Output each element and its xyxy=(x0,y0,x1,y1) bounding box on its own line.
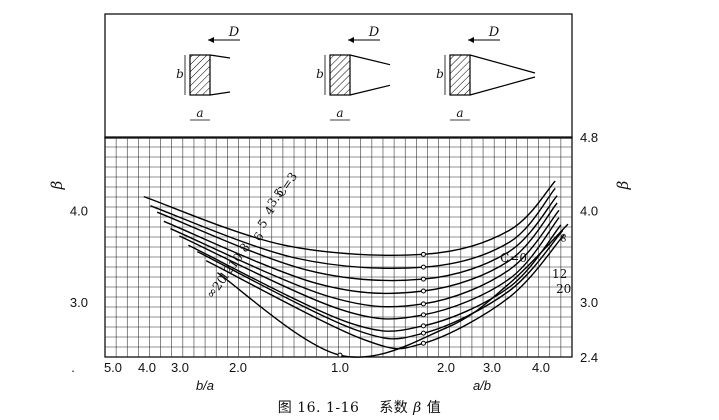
y-tick-right: 2.4 xyxy=(580,350,598,365)
y-tick-left: 3.0 xyxy=(70,295,88,310)
curve-c-8 xyxy=(179,217,560,320)
caption-symbol: β xyxy=(413,400,422,416)
y-tick-right: 4.8 xyxy=(580,130,598,145)
x-tick-dot: . xyxy=(71,360,75,375)
curve-c-3.5 xyxy=(150,187,556,269)
curve-label-right: 12 xyxy=(552,267,567,281)
curve-c-4 xyxy=(156,195,558,282)
label-b: b xyxy=(316,67,324,81)
curve-label-right: 20 xyxy=(556,282,571,296)
curve-c-5 xyxy=(163,202,558,295)
x-tick-b-over-a: 5.0 xyxy=(104,360,122,375)
caption-suffix: 值 xyxy=(426,400,442,416)
load-arrow-head xyxy=(208,37,214,43)
x-tick-b-over-a: 2.0 xyxy=(229,360,247,375)
curve-label-left: 5 xyxy=(255,217,271,231)
y-tick-right: 4.0 xyxy=(580,203,598,218)
curve-c-12 xyxy=(196,230,564,340)
x-tick-a-over-b: 3.0 xyxy=(483,360,501,375)
x-tick-b-over-a: 1.0 xyxy=(331,360,349,375)
curve-min-point xyxy=(420,276,426,282)
chart-curves xyxy=(143,180,569,358)
curve-c-∞ xyxy=(217,223,569,358)
x-axis-label-left: b/a xyxy=(196,378,214,393)
curve-min-point xyxy=(337,352,343,358)
curve-c-3 xyxy=(143,180,556,256)
load-arrow-head xyxy=(468,37,474,43)
label-b: b xyxy=(436,67,444,81)
caption-prefix: 图 16. 1-16 xyxy=(277,400,360,416)
curve-label-right: ∞ xyxy=(556,233,570,243)
section-taper-bottom xyxy=(349,84,391,96)
curve-min-point xyxy=(420,288,426,294)
section-taper-top xyxy=(209,54,231,59)
x-tick-b-over-a: 3.0 xyxy=(171,360,189,375)
y-axis-label-right: β xyxy=(614,180,632,190)
section-taper-top xyxy=(349,54,391,66)
section-rect xyxy=(189,54,211,96)
load-arrow-head xyxy=(348,37,354,43)
beta-chart: Db a Db a Db a 4.0 3.0 4.8 4.0 3.0 2.4 β β 5.0 4.0 3.0 2… xyxy=(48,13,632,393)
label-a: a xyxy=(336,106,343,120)
figure-caption: 图 16. 1-16 系数 β 值 xyxy=(0,397,719,417)
sketch-panel: Db a Db a Db a xyxy=(176,25,536,121)
curve-min-point xyxy=(420,264,426,270)
curve-c-6 xyxy=(170,209,560,308)
section-taper-bottom xyxy=(209,91,231,96)
y-tick-right: 3.0 xyxy=(580,295,598,310)
label-d: D xyxy=(488,25,500,40)
x-tick-b-over-a: 4.0 xyxy=(138,360,156,375)
x-tick-a-over-b: 4.0 xyxy=(532,360,550,375)
curve-min-point xyxy=(420,330,426,336)
y-axis-label-left: β xyxy=(48,180,66,190)
curve-label-left: 6 xyxy=(251,230,267,244)
x-axis-label-right: a/b xyxy=(473,378,491,393)
label-b: b xyxy=(176,67,184,81)
curve-label-right: C=0 xyxy=(500,251,527,265)
section-rect xyxy=(449,54,471,96)
label-d: D xyxy=(368,25,380,40)
curve-c-20 xyxy=(205,233,566,350)
caption-text: 系数 xyxy=(379,400,409,416)
curve-min-point xyxy=(420,323,426,329)
curve-min-point xyxy=(420,251,426,257)
label-d: D xyxy=(228,25,240,40)
section-taper-top xyxy=(469,54,536,74)
label-a: a xyxy=(196,106,203,120)
section-rect xyxy=(329,54,351,96)
curve-min-point xyxy=(420,301,426,307)
curve-c-10 xyxy=(188,224,562,332)
chart-grid xyxy=(104,13,573,358)
curve-min-point xyxy=(420,312,426,318)
y-tick-left: 4.0 xyxy=(70,203,88,218)
label-a: a xyxy=(456,106,463,120)
x-tick-a-over-b: 2.0 xyxy=(437,360,455,375)
curve-min-point xyxy=(420,340,426,346)
section-taper-bottom xyxy=(469,76,536,96)
